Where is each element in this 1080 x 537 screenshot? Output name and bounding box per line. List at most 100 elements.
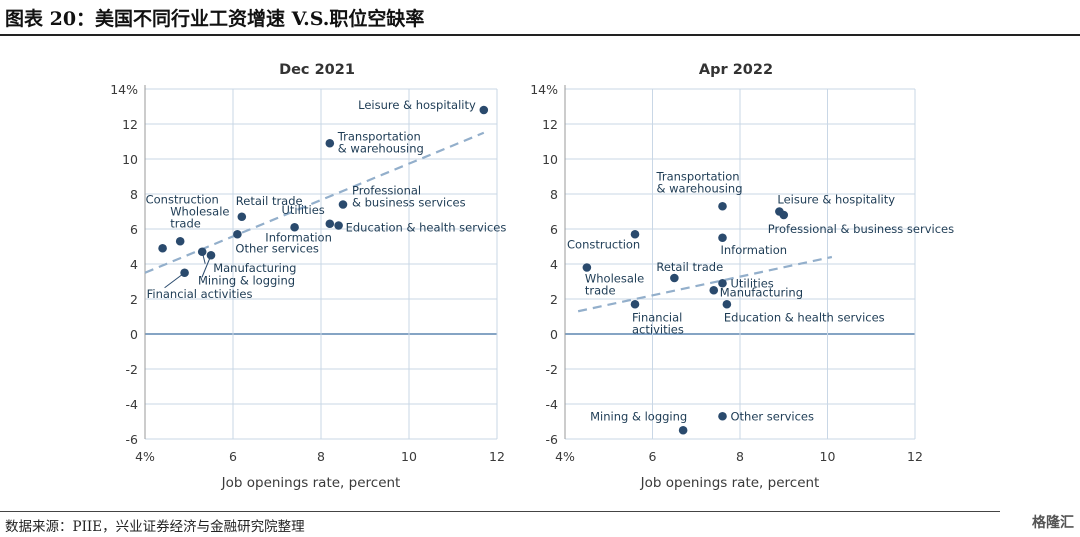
panel1-y-tick-label: -6 [126,432,139,447]
panel2-point-label: Leisure & hospitality [777,193,895,207]
panel2-point-label: Wholesale [585,272,644,286]
panel2-chart-title: Apr 2022 [699,62,773,78]
panel1-y-tick-label: 2 [130,292,138,307]
panel2-data-point [630,299,640,309]
panel2-data-point [722,299,732,309]
panel2-point-label: trade [585,284,616,298]
panel2-point-label: Utilities [731,276,774,290]
panel1-data-point [233,229,242,239]
panel1-point-label: Wholesale [170,204,229,218]
panel1-y-tick-label: 0 [130,327,138,342]
panel2-y-tick-label: -2 [546,362,558,377]
panel1-point-label: Transportation [337,129,421,143]
panel2-y-tick-label: 12 [542,117,558,132]
panel1-y-tick-label: 8 [130,187,138,202]
panel2-point-label: Mining & logging [590,409,687,423]
panel1-chart-title: Dec 2021 [279,62,355,78]
panel2-point-label: Education & health services [724,310,885,324]
panel1-point-label: Manufacturing [213,261,296,275]
panel1-point-label: & business services [352,196,466,210]
panel1-data-point [338,200,348,209]
panel2-data-point [718,278,727,288]
panel1-point-label: & warehousing [338,141,424,155]
panel1-y-tick-label: 6 [130,222,138,237]
panel1-y-tick-label: -4 [126,397,139,412]
watermark-logo: 格隆汇 [1032,515,1074,531]
panel2-point-label: activities [632,322,684,336]
panel2-data-point [779,210,789,220]
panel2-data-point [582,263,592,272]
panel2-point-label: Other services [731,409,815,423]
panel2-trendline [577,255,833,313]
panel1-data-point [197,247,207,257]
panel2-y-tick-label: 8 [550,187,558,202]
panel2-y-tick-label: 2 [550,292,558,307]
panel1-y-tick-label: 14% [110,82,138,97]
panel2-y-tick-label: -4 [546,397,559,412]
panel1-point-label: Professional [352,184,421,198]
panel2-data-point [670,273,679,283]
panel2-x-tick-label: 4% [555,449,575,464]
panel2-point-label: Transportation [656,169,740,183]
panel2-data-point [678,425,688,435]
panel1-y-tick-label: 12 [122,117,138,132]
panel1-y-tick-label: 4 [130,257,138,272]
panel2-y-tick-label: 0 [550,327,558,342]
panel2-x-tick-label: 8 [736,449,744,464]
panel2-data-point [630,229,640,239]
panel1-y-tick-label: -2 [126,362,138,377]
panel2-y-tick-label: 10 [542,152,558,167]
panel1-point-label: Education & health services [346,221,507,235]
panel2-x-axis-label: Job openings rate, percent [640,475,820,491]
footer-rule [0,511,1000,512]
panel2-point-label: Information [721,243,788,257]
panel2-point-label: Professional & business services [768,222,954,236]
panel1-data-point [479,105,489,115]
panel1-data-point [206,250,216,260]
panel1-data-point [158,243,167,253]
panel1-point-label: Other services [235,241,319,255]
panel1-point-label: Financial activities [147,287,253,301]
panel2-point-label: Construction [567,237,640,251]
panel2-data-point [718,411,727,421]
panel1-data-point [237,212,247,222]
panel2-data-point [718,233,727,243]
panel1-data-point [325,138,335,148]
panel2-data-point [718,201,727,211]
panel1-data-point [180,268,189,278]
panel2-y-tick-label: 14% [530,82,558,97]
panel2-point-label: Manufacturing [720,285,803,299]
panel1-point-label: trade [170,216,201,230]
panel1-x-axis-label: Job openings rate, percent [221,475,401,491]
panel1-x-tick-label: 12 [489,449,505,464]
panel1-point-label: Retail trade [236,194,303,208]
panel1-point-label: Construction [146,192,219,206]
panel1-point-label: Leisure & hospitality [358,98,476,112]
figure-title: 图表 20：美国不同行业工资增速 V.S.职位空缺率 [5,8,425,30]
panel2-point-label: Retail trade [656,260,723,274]
panel1-x-tick-label: 6 [229,449,237,464]
panel2-x-tick-label: 12 [907,449,923,464]
panel2-data-point [709,285,719,295]
panel2-x-tick-label: 6 [649,449,657,464]
panel2-y-tick-label: -6 [546,432,559,447]
panel2-point-label: Financial [632,310,682,324]
panel1-x-tick-label: 10 [401,449,417,464]
panel2-point-label: & warehousing [657,181,743,195]
panel1-data-point [175,236,185,246]
source-note: 数据来源：PIIE，兴业证券经济与金融研究院整理 [5,519,305,535]
panel2-y-tick-label: 4 [550,257,558,272]
panel1-y-tick-label: 10 [122,152,138,167]
panel1-point-label: Information [265,230,332,244]
panel1-data-point [334,221,343,230]
panel1-x-tick-label: 4% [135,449,155,464]
panel2-y-tick-label: 6 [550,222,558,237]
panel1-data-point [325,219,335,229]
panel1-point-label: Mining & logging [198,273,295,287]
title-rule [0,34,1080,36]
panel1-x-tick-label: 8 [317,449,325,464]
panel1-data-point [290,222,299,232]
panel1-point-label: Utilities [282,203,325,217]
panel2-x-tick-label: 10 [820,449,836,464]
